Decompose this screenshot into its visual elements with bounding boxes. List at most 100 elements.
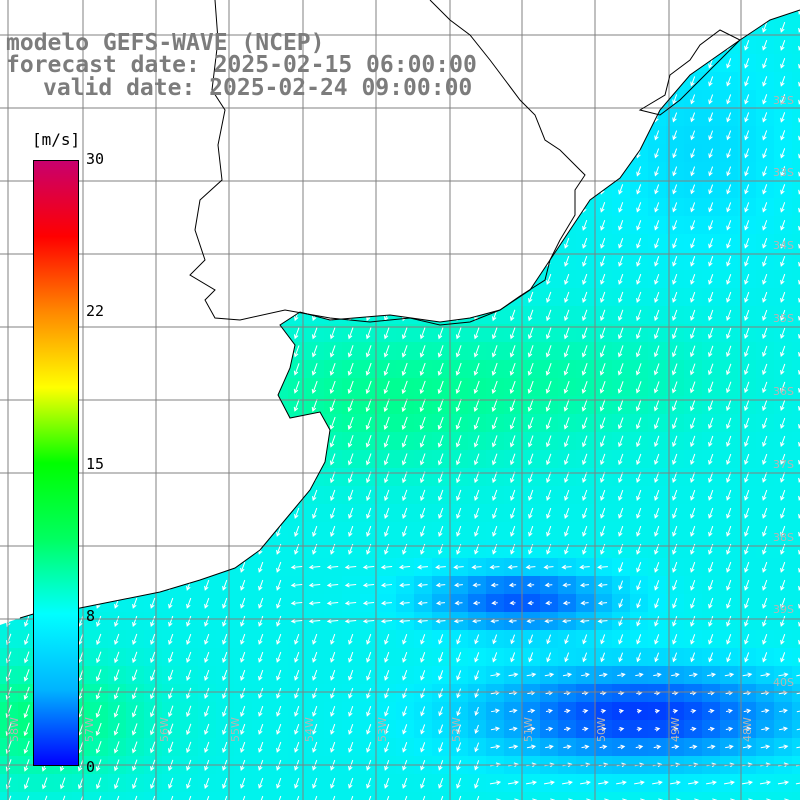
wind-arrow <box>402 651 408 663</box>
wind-arrow <box>278 795 282 800</box>
wind-arrow <box>708 561 714 573</box>
wind-arrow <box>347 345 354 358</box>
wind-arrow <box>652 780 663 786</box>
wind-arrow <box>294 651 300 663</box>
wind-arrow <box>366 741 372 753</box>
wind-arrow <box>618 309 624 322</box>
wind-arrow <box>726 184 732 195</box>
lat-label-33s: 33S <box>773 166 794 179</box>
wind-arrow <box>456 706 462 717</box>
wind-cell <box>792 396 800 415</box>
wind-arrow <box>600 708 607 714</box>
wind-arrow <box>134 795 138 800</box>
wind-arrow <box>168 633 174 645</box>
wind-arrow <box>420 634 426 645</box>
wind-arrow <box>204 687 210 700</box>
wind-arrow <box>384 777 390 789</box>
wind-arrow <box>330 777 336 789</box>
wind-arrow <box>311 363 318 376</box>
wind-arrow <box>636 166 642 177</box>
wind-arrow <box>618 453 624 466</box>
wind-arrow <box>474 507 480 519</box>
wind-arrow <box>366 633 372 645</box>
wind-arrow <box>347 435 354 448</box>
wind-arrow <box>546 309 552 322</box>
wind-arrow <box>240 777 246 789</box>
wind-arrow <box>617 435 624 448</box>
colorbar-tick-15: 15 <box>86 455 105 473</box>
wind-arrow <box>726 58 732 69</box>
wind-arrow <box>80 795 84 800</box>
wind-arrow <box>492 507 498 519</box>
wind-arrow <box>474 688 479 699</box>
lat-label-37s: 37S <box>773 458 794 471</box>
wind-arrow <box>762 399 768 412</box>
wind-arrow <box>312 669 318 681</box>
wind-arrow <box>401 453 408 466</box>
wind-arrow <box>365 398 372 413</box>
wind-arrow <box>527 362 534 376</box>
wind-arrow <box>726 220 732 231</box>
wind-arrow <box>419 362 426 376</box>
wind-arrow <box>654 489 660 501</box>
wind-arrow <box>744 184 750 195</box>
wind-cell <box>792 468 800 487</box>
wind-arrow <box>168 777 174 790</box>
wind-arrow <box>708 220 714 231</box>
wind-arrow <box>762 238 768 249</box>
wind-arrow <box>653 744 662 750</box>
wind-arrow <box>114 615 120 627</box>
wind-arrow <box>779 708 788 714</box>
wind-arrow <box>762 21 768 33</box>
wind-arrow <box>23 740 30 755</box>
wind-arrow <box>762 273 768 285</box>
wind-cell <box>792 738 800 757</box>
wind-arrow <box>276 687 282 699</box>
wind-arrow <box>653 381 660 394</box>
wind-arrow <box>545 600 552 606</box>
wind-arrow <box>636 726 643 732</box>
wind-arrow <box>8 795 12 800</box>
wind-arrow <box>96 615 102 627</box>
wind-arrow <box>186 705 192 718</box>
wind-arrow <box>564 453 570 466</box>
wind-arrow <box>690 634 696 645</box>
wind-arrow <box>582 634 588 645</box>
wind-arrow <box>546 652 552 663</box>
wind-arrow <box>634 780 645 786</box>
lon-label-49w: 49W <box>669 717 682 742</box>
wind-arrow <box>546 471 552 484</box>
wind-arrow <box>150 669 156 682</box>
lon-label-57w: 57W <box>83 717 96 742</box>
wind-arrow <box>348 777 354 789</box>
wind-arrow <box>293 345 300 358</box>
wind-arrow <box>600 525 606 537</box>
wind-cell <box>396 792 415 800</box>
wind-arrow <box>599 435 606 448</box>
wind-arrow <box>420 724 426 735</box>
wind-arrow <box>474 634 480 645</box>
wind-arrow <box>690 273 696 285</box>
wind-cell <box>792 630 800 649</box>
wind-arrow <box>308 564 321 570</box>
wind-arrow <box>204 579 210 591</box>
wind-arrow <box>545 708 554 714</box>
wind-arrow <box>726 597 732 609</box>
wind-arrow <box>131 723 138 736</box>
wind-arrow <box>564 652 570 663</box>
wind-arrow <box>507 564 518 570</box>
wind-cell <box>126 792 145 800</box>
wind-arrow <box>744 363 750 376</box>
wind-arrow <box>384 651 390 663</box>
wind-arrow <box>708 597 714 609</box>
wind-arrow <box>329 416 336 430</box>
wind-arrow <box>438 742 444 753</box>
uruguay-border <box>189 0 586 326</box>
wind-arrow <box>312 489 318 502</box>
wind-arrow <box>366 706 372 717</box>
wind-arrow <box>453 564 464 570</box>
wind-arrow <box>780 148 786 159</box>
wind-arrow <box>222 651 228 663</box>
wind-arrow <box>777 780 790 786</box>
wind-arrow <box>276 723 282 735</box>
